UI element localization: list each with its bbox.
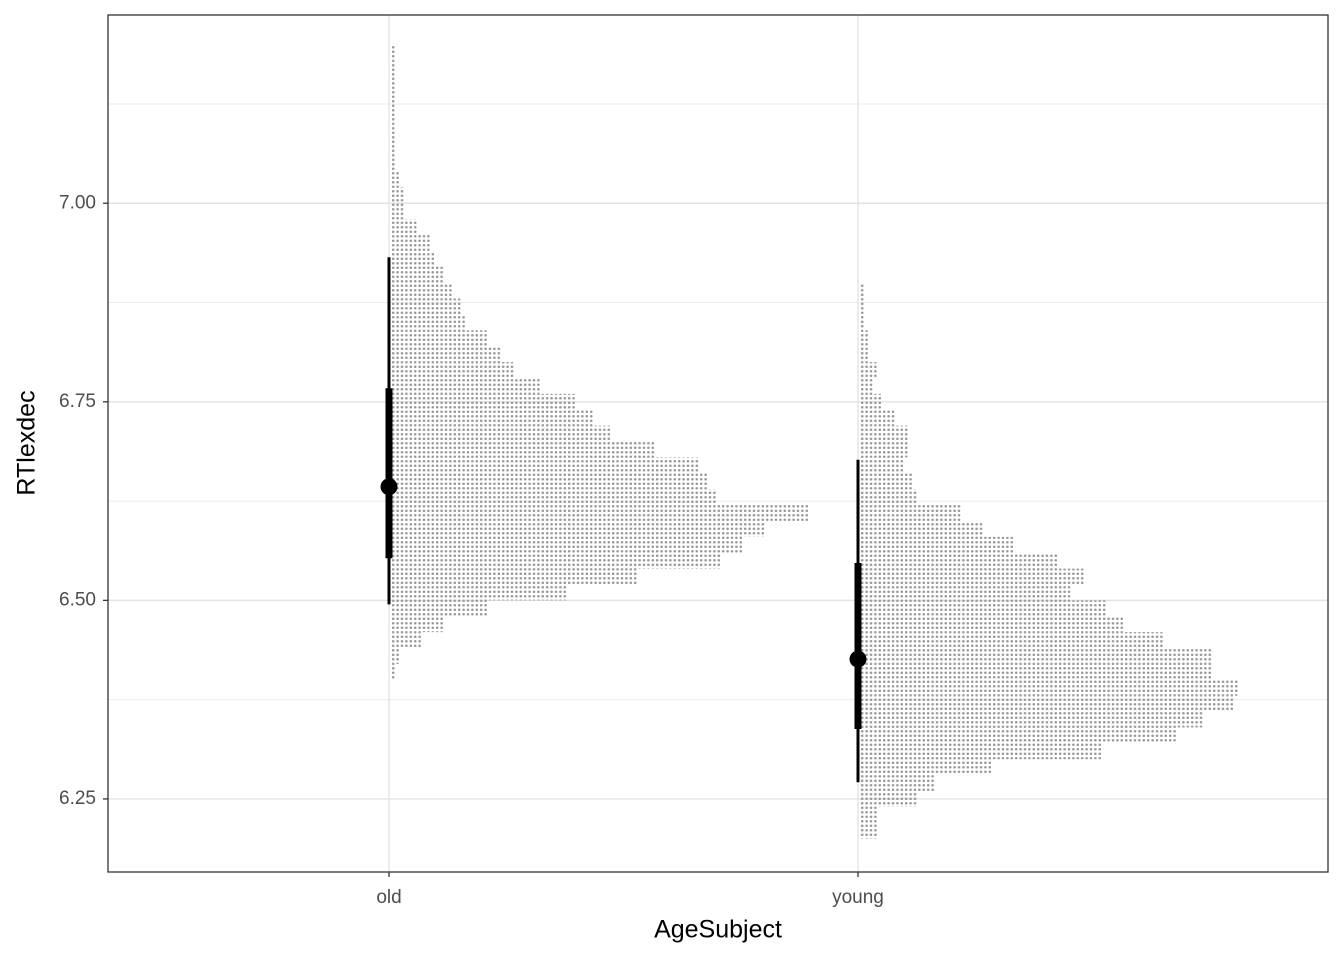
dot-row	[860, 743, 1102, 760]
dot-row	[860, 473, 913, 490]
dot-row	[860, 759, 992, 776]
dot-row	[860, 711, 1204, 728]
dot-row	[860, 584, 1072, 601]
y-tick-label: 7.00	[59, 192, 96, 213]
dot-row	[860, 298, 865, 315]
panel	[108, 15, 1328, 872]
dot-row	[391, 441, 655, 458]
dot-row	[391, 330, 488, 347]
dot-row	[860, 600, 1107, 617]
dot-row	[860, 648, 1212, 664]
y-tick-label: 6.50	[59, 589, 96, 610]
dot-row	[391, 123, 396, 140]
dot-row	[391, 266, 444, 283]
dot-row	[860, 663, 1212, 680]
dot-row	[391, 219, 418, 236]
dot-row	[860, 489, 918, 506]
dot-row	[391, 505, 809, 521]
dot-row	[860, 790, 918, 807]
dot-row	[391, 282, 453, 299]
dot-row	[860, 314, 865, 331]
dot-row	[391, 155, 396, 172]
dot-row	[391, 362, 515, 378]
dot-row	[391, 203, 405, 220]
dot-row	[860, 282, 865, 299]
dot-row	[860, 616, 1124, 633]
dot-row	[391, 107, 396, 124]
dot-row	[391, 92, 396, 108]
dot-row	[391, 473, 708, 490]
dot-row	[391, 314, 466, 331]
dot-row	[860, 695, 1234, 712]
dot-row	[860, 552, 1058, 569]
dot-row	[391, 187, 405, 204]
y-tick-label: 6.75	[59, 391, 96, 412]
dot-row	[860, 441, 909, 458]
dot-row	[391, 489, 717, 506]
dot-row	[860, 822, 878, 839]
dot-row	[860, 362, 878, 378]
dot-row	[391, 425, 611, 442]
point-estimate	[380, 478, 398, 496]
dot-row	[860, 393, 882, 410]
dot-row	[391, 76, 396, 93]
dot-row	[860, 409, 896, 426]
dot-row	[860, 346, 869, 363]
dot-row	[391, 600, 488, 617]
dot-row	[391, 616, 444, 633]
dot-row	[860, 632, 1164, 649]
dot-row	[391, 663, 396, 680]
dot-row	[860, 425, 909, 442]
dot-row	[391, 235, 431, 251]
dot-row	[860, 536, 1014, 553]
dot-row	[391, 171, 400, 188]
dot-row	[391, 377, 541, 394]
dot-row	[391, 250, 435, 267]
dot-row	[391, 409, 594, 426]
dot-row	[391, 552, 721, 569]
dot-row	[860, 520, 984, 537]
dot-row	[391, 139, 396, 156]
dot-row	[860, 505, 962, 521]
dot-row	[391, 568, 638, 585]
dot-row	[391, 632, 422, 649]
dot-row	[391, 648, 400, 664]
dot-row	[391, 520, 765, 537]
dot-row	[391, 346, 501, 363]
dot-row	[391, 298, 462, 315]
dot-row	[391, 457, 699, 474]
dot-row	[860, 727, 1177, 744]
y-tick-label: 6.25	[59, 788, 96, 809]
x-axis-title: AgeSubject	[654, 916, 782, 944]
panel-border	[107, 14, 1329, 873]
x-tick-label: old	[376, 887, 401, 908]
dot-row	[391, 536, 743, 553]
dot-row	[860, 679, 1239, 696]
x-tick-label: young	[832, 887, 884, 908]
dot-row	[860, 330, 869, 347]
dot-row	[860, 457, 904, 474]
y-axis-title: RTlexdec	[13, 390, 41, 495]
dot-row	[860, 806, 878, 823]
point-estimate	[849, 650, 867, 668]
dot-row	[391, 44, 396, 61]
dot-row	[860, 568, 1085, 585]
dot-row	[391, 393, 576, 410]
dot-row	[860, 775, 935, 791]
dot-row	[860, 377, 874, 394]
dot-row	[391, 584, 567, 601]
dot-row	[391, 60, 396, 77]
